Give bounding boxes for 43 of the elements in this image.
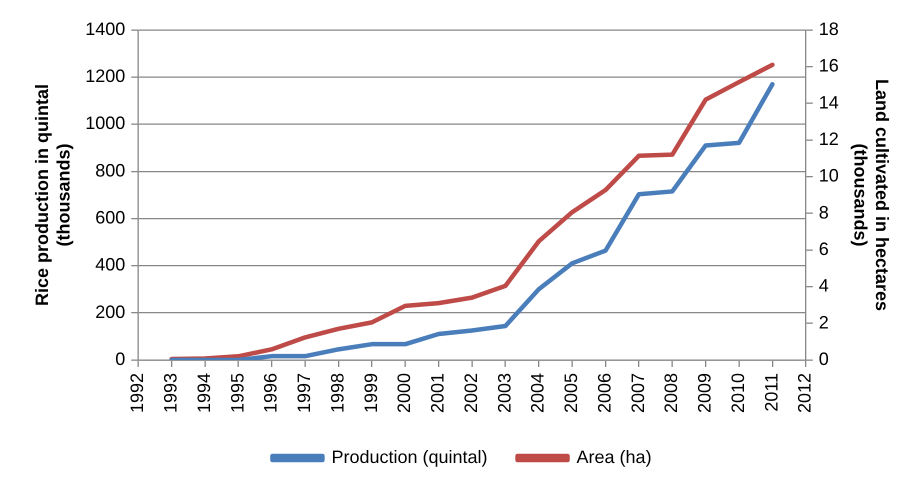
x-tick-label: 2004 — [528, 372, 548, 414]
y2-tick-label: 4 — [818, 276, 829, 296]
x-tick-label: 2005 — [561, 372, 582, 414]
y2-axis-title: Land cultivated in hectares (thousands) — [850, 78, 892, 312]
x-tick-label: 1995 — [227, 372, 248, 414]
y2-tick-label: 12 — [818, 128, 839, 149]
y-axis-title: Rice production in quintal (thousands) — [32, 84, 74, 306]
y-tick-label: 800 — [95, 160, 126, 180]
y2-tick-label: 16 — [818, 56, 839, 76]
y-tick-label: 1000 — [85, 113, 126, 134]
x-tick-label: 2006 — [594, 372, 614, 414]
y2-tick-label: 0 — [818, 348, 829, 369]
x-tick-label: 2001 — [428, 372, 448, 414]
y2-tick-label: 18 — [818, 18, 839, 39]
x-tick-label: 2000 — [394, 372, 414, 414]
x-tick-label: 2007 — [628, 372, 648, 414]
legend-label: Production (quintal) — [331, 446, 488, 467]
x-tick-label: 1994 — [194, 372, 214, 414]
x-tick-label: 2010 — [728, 372, 748, 414]
y2-tick-label: 14 — [818, 92, 839, 112]
x-tick-label: 1996 — [260, 372, 281, 414]
y-tick-label: 200 — [95, 302, 126, 322]
x-tick-label: 1999 — [360, 372, 381, 414]
x-tick-label: 2011 — [761, 372, 782, 412]
x-tick-label: 2008 — [661, 372, 682, 414]
y-tick-label: 0 — [115, 348, 126, 369]
x-tick-label: 2003 — [494, 372, 514, 414]
y2-tick-label: 8 — [818, 202, 829, 222]
x-tick-label: 1993 — [160, 372, 181, 414]
legend-label: Area (ha) — [576, 446, 652, 467]
y-tick-label: 600 — [95, 208, 126, 228]
x-tick-label: 1992 — [127, 372, 148, 414]
x-tick-label: 2002 — [460, 372, 481, 414]
x-tick-label: 2012 — [794, 372, 815, 414]
y-tick-label: 1200 — [85, 66, 126, 86]
y2-tick-label: 2 — [818, 312, 829, 332]
x-tick-label: 1997 — [294, 372, 314, 414]
y2-tick-label: 10 — [818, 166, 839, 186]
x-tick-label: 1998 — [327, 372, 348, 414]
y-tick-label: 1400 — [85, 18, 126, 39]
x-tick-label: 2009 — [694, 372, 715, 414]
y-tick-label: 400 — [95, 254, 126, 275]
y2-tick-label: 6 — [818, 238, 829, 259]
